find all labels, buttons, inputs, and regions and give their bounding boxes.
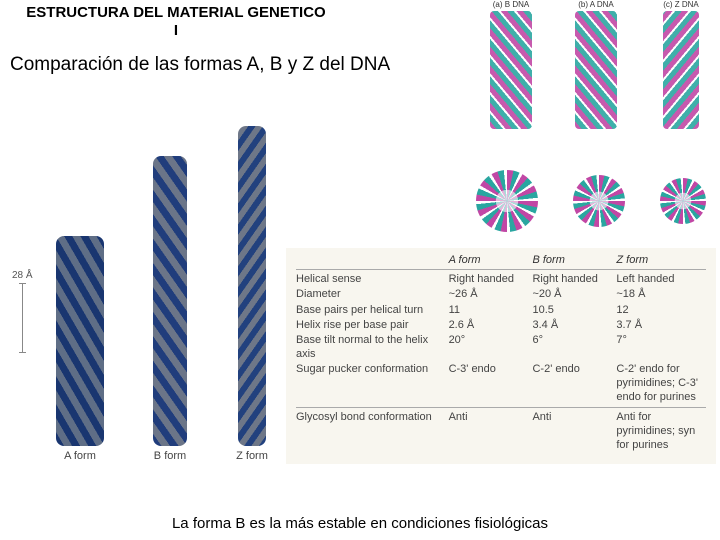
page-title: ESTRUCTURA DEL MATERIAL GENETICO I (6, 4, 346, 40)
table-cell: C-2' endo (532, 363, 616, 404)
table-cell: C-3' endo (449, 363, 533, 404)
dna-stick-icon (663, 11, 699, 129)
table-cell: 7° (616, 334, 706, 362)
dna-stick-icon (490, 11, 532, 129)
table-row: Helix rise per base pair 2.6 Å 3.4 Å 3.7… (296, 319, 706, 333)
cross-section-icon (476, 170, 538, 232)
scale-bar: 28 Å (12, 270, 33, 353)
title-line1: ESTRUCTURA DEL MATERIAL GENETICO (6, 4, 346, 22)
table-cell: Glycosyl bond conformation (296, 411, 449, 452)
table-cell: 10.5 (532, 304, 616, 318)
table-rule (296, 407, 706, 408)
stick-caption: (b) A DNA (578, 0, 614, 9)
dna-col-b: B form (140, 156, 200, 462)
stick-caption: (c) Z DNA (663, 0, 699, 9)
table-cell: 12 (616, 304, 706, 318)
stick-col-b: (a) B DNA (476, 0, 546, 160)
table-cell: Base pairs per helical turn (296, 304, 449, 318)
dna-spacefill-panel: 28 Å A form B form Z form (12, 120, 332, 480)
dna-label: A form (50, 450, 110, 462)
cross-section-row (476, 170, 706, 232)
comparison-table: A form B form Z form Helical sense Right… (286, 248, 716, 464)
table-cell: Anti (449, 411, 533, 452)
dna-helix-icon (56, 236, 104, 446)
dna-label: Z form (222, 450, 282, 462)
table-body: Helical sense Right handed Right handed … (296, 273, 706, 453)
table-cell: 3.4 Å (532, 319, 616, 333)
table-cell: C-2' endo for pyrimidines; C-3' endo for… (616, 363, 706, 404)
stick-col-a: (b) A DNA (561, 0, 631, 160)
scale-label: 28 Å (12, 270, 33, 281)
table-row: Glycosyl bond conformation Anti Anti Ant… (296, 411, 706, 452)
table-row: Base tilt normal to the helix axis 20° 6… (296, 334, 706, 362)
table-cell: 3.7 Å (616, 319, 706, 333)
table-row: Base pairs per helical turn 11 10.5 12 (296, 304, 706, 318)
dna-col-a: A form (50, 236, 110, 462)
table-cell: ~20 Å (532, 288, 616, 302)
table-cell: Helix rise per base pair (296, 319, 449, 333)
table-rule (296, 269, 706, 270)
table-row: Helical sense Right handed Right handed … (296, 273, 706, 287)
table-cell: 11 (449, 304, 533, 318)
dna-col-z: Z form (222, 126, 282, 462)
table-cell: ~26 Å (449, 288, 533, 302)
table-cell: Right handed (449, 273, 533, 287)
table-header-cell: A form (449, 254, 533, 266)
title-line2: I (6, 22, 346, 40)
dna-helix-icon (238, 126, 266, 446)
table-cell: ~18 Å (616, 288, 706, 302)
table-cell: Helical sense (296, 273, 449, 287)
table-header-cell: Z form (616, 254, 706, 266)
table-cell: Anti for pyrimidines; syn for purines (616, 411, 706, 452)
table-cell: Right handed (532, 273, 616, 287)
dna-stick-icon (575, 11, 617, 129)
table-row: Diameter ~26 Å ~20 Å ~18 Å (296, 288, 706, 302)
table-cell: 2.6 Å (449, 319, 533, 333)
stick-diagram-row: (a) B DNA (b) A DNA (c) Z DNA (476, 0, 716, 160)
table-cell: 20° (449, 334, 533, 362)
subtitle: Comparación de las formas A, B y Z del D… (10, 54, 390, 76)
table-cell: Diameter (296, 288, 449, 302)
table-cell: Anti (532, 411, 616, 452)
table-header-cell: B form (532, 254, 616, 266)
cross-section-icon (660, 178, 706, 224)
table-cell: Sugar pucker conformation (296, 363, 449, 404)
footnote: La forma B es la más estable en condicio… (0, 515, 720, 532)
scale-line-icon (22, 283, 23, 353)
stick-caption: (a) B DNA (493, 0, 529, 9)
table-cell: Left handed (616, 273, 706, 287)
table-row: Sugar pucker conformation C-3' endo C-2'… (296, 363, 706, 404)
table-header-row: A form B form Z form (296, 254, 706, 266)
stick-col-z: (c) Z DNA (646, 0, 716, 160)
dna-label: B form (140, 450, 200, 462)
dna-helix-icon (153, 156, 187, 446)
table-header-cell (296, 254, 449, 266)
table-cell: Base tilt normal to the helix axis (296, 334, 449, 362)
cross-section-icon (573, 175, 625, 227)
table-cell: 6° (532, 334, 616, 362)
